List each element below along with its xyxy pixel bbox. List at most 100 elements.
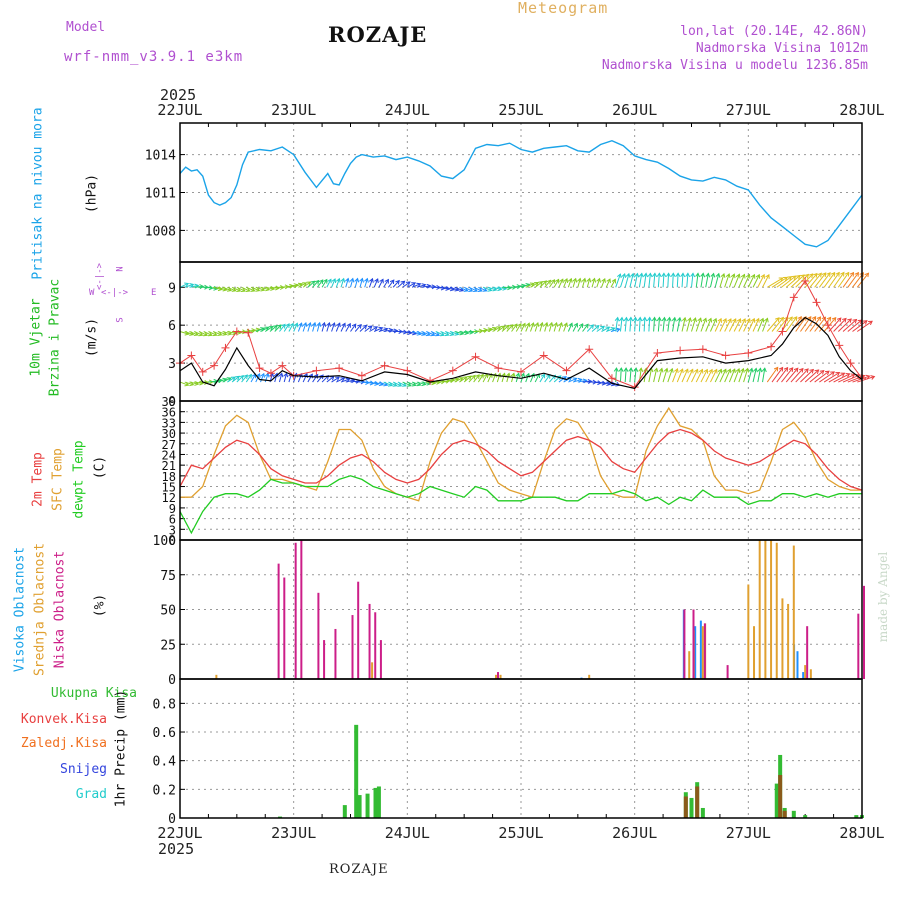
wind-arrow [326, 322, 330, 332]
wind-arrow [501, 373, 506, 383]
precip-tick-label: 0 [168, 812, 176, 827]
wind-arrow-head [236, 287, 242, 292]
wind-arrow [340, 323, 346, 332]
wind-arrow-head [235, 375, 240, 381]
wind-arrow [619, 368, 622, 383]
wind-arrow [549, 279, 555, 288]
wind-arrow-head [243, 374, 248, 380]
cloud-mid-bar [781, 598, 784, 679]
wind-arrow [733, 318, 741, 332]
cloud-low-bar [277, 563, 280, 679]
wind-arrow [662, 273, 665, 288]
wind-arrow-head [247, 373, 252, 379]
wind-arrow-head [578, 323, 584, 328]
wind-arrow-head [504, 324, 510, 330]
wind-arrow [757, 318, 764, 332]
wind-arrow [728, 273, 735, 288]
wind-arrow-head [821, 272, 827, 278]
wind-arrow-head [628, 367, 634, 372]
wind-arrow [776, 367, 789, 383]
wind-gust-marker [187, 351, 196, 360]
wind-arrow [288, 323, 294, 332]
wind-arrow-head [331, 322, 336, 328]
precip-total-bar [803, 815, 808, 818]
wind-arrow [373, 278, 379, 288]
wind-gust-marker [846, 359, 855, 368]
wind-arrow-head [703, 368, 709, 374]
wind-arrow-head [687, 317, 692, 322]
wind-arrow [335, 322, 341, 332]
wind-arrow-head [788, 316, 793, 322]
wind-arrow [539, 374, 545, 383]
wind-arrow [833, 272, 845, 288]
precip-total-bar [854, 815, 859, 818]
wind-arrow [676, 273, 679, 288]
wind-arrow-head [682, 316, 687, 322]
wind-arrow [610, 328, 620, 332]
wind-arrow-head [788, 367, 794, 372]
wind-arrow [714, 369, 722, 383]
wind-arrow-head [698, 368, 704, 374]
wind-arrow [657, 273, 660, 288]
wind-tick-label: 0 [168, 395, 176, 410]
wind-arrow-head [791, 275, 797, 281]
wind-arrow-head [302, 321, 308, 327]
wind-arrow [553, 279, 560, 288]
wind-arrow-head [830, 371, 835, 376]
wind-arrow [672, 317, 676, 332]
wind-arrow-head [798, 367, 804, 373]
wind-arrow-head [668, 367, 674, 373]
wind-arrow [530, 282, 539, 288]
wind-arrow-head [369, 277, 374, 283]
precip-tick-label: 0.8 [153, 697, 176, 712]
wind-arrow [785, 275, 801, 288]
wind-arrow-head [757, 367, 763, 373]
cloud-low-bar [283, 577, 286, 679]
wind-arrow-head [469, 329, 475, 335]
precip-total-bar [376, 786, 381, 818]
wind-arrow-head [844, 271, 850, 277]
wind-arrow [738, 274, 745, 288]
precip-total-bar [354, 724, 359, 818]
wind-arrow [814, 316, 826, 332]
wind-arrow [762, 368, 766, 383]
wind-arrow [383, 279, 389, 288]
wind-arrow-head [496, 326, 502, 331]
wind-arrow [227, 376, 236, 383]
wind-arrow [596, 325, 605, 332]
wind-arrow [624, 368, 627, 383]
cloud-mid-bar [792, 545, 795, 679]
legend-hail: Grad [75, 787, 107, 802]
wind-arrow [672, 368, 678, 383]
wind-arrow [828, 372, 845, 383]
wind-arrow [724, 369, 731, 383]
temp-tick-label: 15 [162, 481, 176, 495]
wind-arrow-head [530, 322, 535, 328]
wind-arrow-head [596, 277, 601, 283]
wind-arrow [709, 273, 715, 288]
precip-tick-label: 0.4 [153, 755, 177, 770]
wind-arrow [231, 286, 241, 292]
wind-arrow [591, 325, 600, 332]
wind-gust-marker [823, 321, 832, 330]
wind-arrow-head [539, 321, 544, 327]
wind-arrow [364, 381, 374, 384]
wind-arrow [567, 323, 573, 332]
wind-arrow-head [601, 380, 607, 386]
wind-arrow [435, 331, 445, 336]
wind-arrow-head [840, 372, 846, 377]
wind-arrow-head [306, 281, 312, 286]
wind-arrow [676, 368, 684, 383]
day-label-bottom: 28JUL [839, 824, 884, 842]
wind-arrow-head [690, 272, 696, 278]
wind-arrow [459, 376, 468, 383]
day-label-top: 22JUL [157, 101, 202, 119]
pressure-tick-label: 1011 [145, 187, 176, 202]
cloud-low-bar [374, 612, 377, 679]
wind-arrow [246, 286, 255, 292]
wind-arrow-head [435, 331, 441, 337]
wind-arrow [762, 318, 768, 332]
wind-arrow [857, 376, 875, 383]
wind-arrow [762, 274, 770, 288]
wind-arrow [568, 377, 577, 383]
